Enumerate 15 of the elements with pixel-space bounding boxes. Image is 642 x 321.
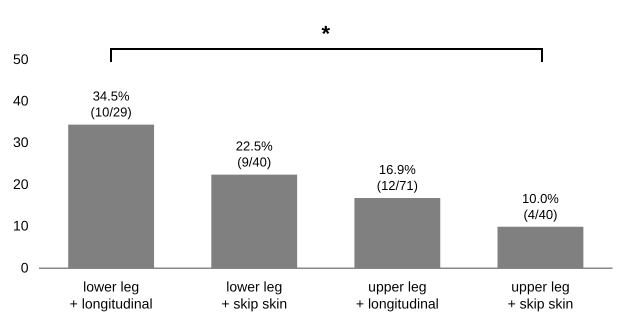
y-tick-label: 10 <box>12 218 29 234</box>
y-tick-label: 20 <box>12 176 29 192</box>
data-label: 22.5% (9/40) <box>236 138 274 170</box>
data-label: 34.5% (10/29) <box>90 88 132 120</box>
y-tick-label: 0 <box>20 259 29 276</box>
y-tick-label: 40 <box>12 92 29 109</box>
y-tick-label: 50 <box>12 50 29 67</box>
data-label: 16.9% (12/71) <box>376 162 418 194</box>
y-tick-label: 30 <box>12 134 29 150</box>
text: * <box>320 21 332 46</box>
data-label: 10.0% (4/40) <box>522 190 560 222</box>
x-tick-label: upper leg + skip skin <box>508 278 574 312</box>
x-tick-label: lower leg + skip skin <box>221 278 288 312</box>
x-tick-label: lower leg + longitudinal <box>70 278 153 312</box>
x-tick-label: upper leg + longitudinal <box>356 278 439 312</box>
